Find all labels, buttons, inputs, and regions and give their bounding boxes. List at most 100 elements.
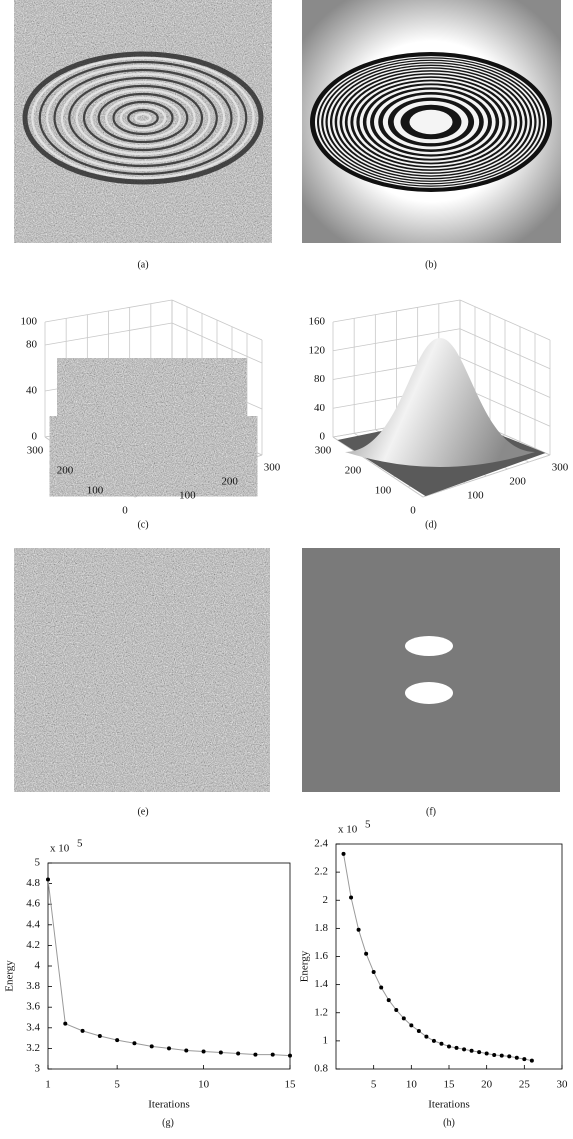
data-point (364, 951, 369, 956)
grid-line (171, 368, 263, 410)
z-tick-label: 80 (26, 339, 38, 351)
panel-caption: (b) (425, 259, 437, 270)
data-point (439, 1041, 444, 1046)
y-tick-label: 5 (35, 857, 41, 869)
data-point (236, 1051, 241, 1056)
y-tick-label: 2 (323, 894, 329, 906)
data-point (462, 1047, 467, 1052)
data-point (454, 1045, 459, 1050)
y-tick-label: 3.8 (26, 980, 40, 992)
y-axis-label: Energy (4, 960, 16, 992)
x-tick-label: 10 (406, 1079, 418, 1091)
data-point (288, 1053, 292, 1058)
y-tick-label: 4.2 (26, 939, 40, 951)
ring (60, 72, 226, 164)
x-tick-label: 20 (481, 1079, 493, 1091)
y-tick-label: 0 (410, 505, 416, 517)
x-tick-label: 300 (264, 462, 281, 474)
fringe-rings (310, 52, 552, 192)
y-tick-label: 3.2 (26, 1042, 40, 1054)
z-tick-label: 0 (32, 431, 38, 443)
y-tick-label: 3.6 (26, 1001, 40, 1013)
y-tick-label: 200 (57, 465, 74, 477)
panel-caption: (a) (137, 259, 148, 270)
data-point (514, 1055, 519, 1060)
residue-blob (405, 636, 453, 656)
panel-caption: (g) (162, 1117, 174, 1128)
x-tick-label: 200 (509, 476, 526, 488)
data-point (522, 1057, 527, 1062)
y-tick-label: 4.6 (26, 898, 40, 910)
data-point (386, 998, 391, 1003)
data-point (115, 1038, 120, 1043)
axis (332, 436, 424, 498)
x-axis-label: Iterations (148, 1099, 190, 1111)
y-tick-label: 0.8 (314, 1063, 328, 1075)
grid-line (44, 322, 173, 346)
surface-peak (345, 338, 535, 467)
surface-plot: 0 40 80 100 300 200 100 0 100 200 300 (21, 299, 281, 517)
ring (46, 64, 240, 172)
z-tick-label: 40 (314, 402, 326, 414)
y-tick-label: 1.8 (314, 922, 328, 934)
data-point (447, 1044, 451, 1049)
data-point (477, 1050, 482, 1055)
x-tick-label: 5 (371, 1079, 377, 1091)
ring (75, 80, 211, 156)
x-tick-label: 1 (45, 1079, 51, 1091)
ring (68, 76, 218, 160)
z-tick-label: 160 (309, 316, 326, 328)
residue-blob (405, 682, 453, 704)
y-axis-label: Energy (299, 950, 311, 982)
data-point (371, 969, 376, 974)
grid-line (459, 299, 551, 341)
data-point (46, 877, 50, 882)
y-tick-label: 3.4 (26, 1021, 40, 1033)
panel-caption: (c) (137, 519, 148, 530)
panel-caption: (d) (425, 519, 437, 530)
ring (134, 112, 152, 124)
data-point (401, 1016, 406, 1021)
y-multiplier: x 10 (50, 843, 70, 855)
data-point (149, 1044, 154, 1049)
plot-frame (335, 843, 563, 1070)
x-tick-label: 10 (198, 1079, 210, 1091)
y-tick-label: 100 (87, 485, 104, 497)
ring (22, 51, 264, 185)
z-tick-label: 120 (309, 344, 326, 356)
x-tick-label: 25 (519, 1079, 531, 1091)
x-axis-label: Iterations (428, 1099, 470, 1111)
data-point (394, 1007, 399, 1012)
z-tick-label: 100 (21, 316, 38, 328)
ring (31, 56, 255, 180)
data-point (201, 1049, 206, 1054)
plot-frame (47, 862, 291, 1070)
y-tick-label: 1.4 (314, 978, 328, 990)
ring (409, 109, 453, 135)
axis (422, 454, 551, 498)
data-point (270, 1052, 275, 1057)
axis (134, 454, 263, 498)
y-multiplier-power: 5 (365, 819, 371, 831)
data-point (356, 927, 361, 932)
ring (105, 96, 181, 140)
data-point (349, 895, 354, 900)
y-tick-label: 300 (27, 445, 44, 457)
y-tick-label: 2.4 (314, 838, 328, 850)
surface-plot: 0 40 80 120 160 300 200 100 0 100 200 300 (309, 299, 569, 517)
data-point (409, 1023, 414, 1028)
grid-line (171, 299, 263, 341)
y-tick-label: 1.6 (314, 950, 328, 962)
ring (90, 88, 196, 148)
data-point (80, 1028, 85, 1033)
data-point (341, 851, 346, 856)
data-point (253, 1052, 258, 1057)
y-tick-label: 1.2 (314, 1006, 328, 1018)
x-tick-label: 30 (557, 1079, 569, 1091)
panel-caption: (h) (443, 1117, 455, 1128)
surface-peak (57, 358, 247, 467)
grid-line (44, 299, 173, 323)
grid-line (171, 322, 263, 364)
axis (44, 436, 136, 498)
